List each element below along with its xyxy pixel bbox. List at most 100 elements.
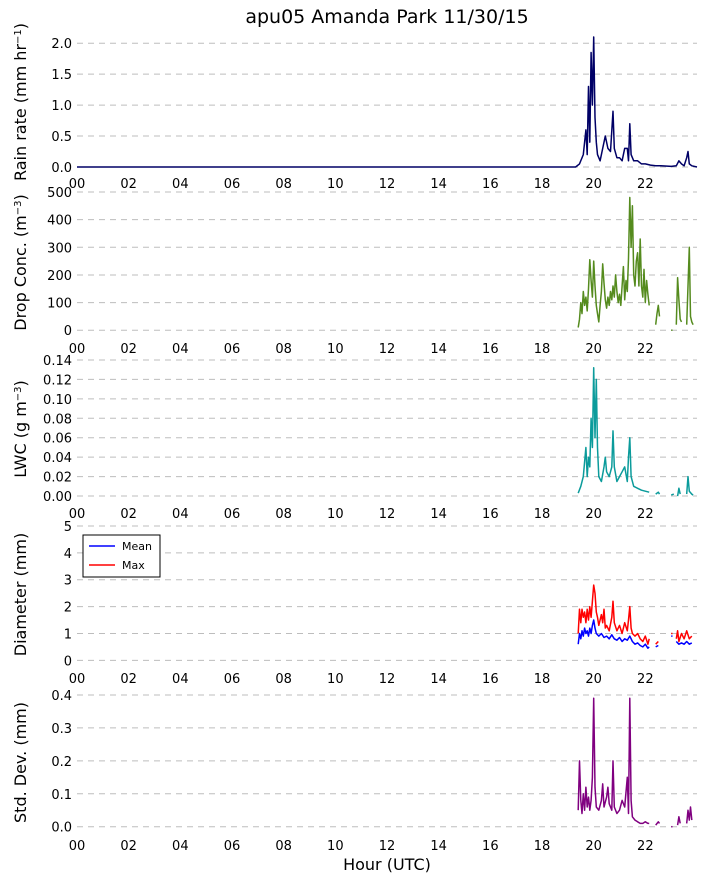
diameter-ytick-label: 4 bbox=[64, 547, 72, 562]
diameter-xtick-label: 06 bbox=[224, 672, 241, 687]
diameter-xtick-label: 18 bbox=[534, 672, 551, 687]
conc-ytick-label: 100 bbox=[47, 297, 72, 312]
lwc-xtick-label: 16 bbox=[482, 507, 499, 522]
lwc-xtick-label: 10 bbox=[327, 507, 344, 522]
std-xtick-label: 14 bbox=[430, 839, 447, 854]
lwc-series-line bbox=[670, 493, 675, 496]
rain-xtick-label: 08 bbox=[275, 177, 292, 192]
conc-ytick-label: 500 bbox=[47, 186, 72, 201]
diameter-series-line-mean bbox=[675, 640, 693, 645]
std-xtick-label: 06 bbox=[224, 839, 241, 854]
lwc-xtick-label: 00 bbox=[69, 507, 86, 522]
std-xtick-label: 16 bbox=[482, 839, 499, 854]
rain-xtick-label: 00 bbox=[69, 177, 86, 192]
lwc-ytick-label: 0.08 bbox=[43, 412, 72, 427]
conc-xtick-label: 00 bbox=[69, 342, 86, 357]
std-xtick-label: 02 bbox=[120, 839, 137, 854]
diameter-xtick-label: 02 bbox=[120, 672, 137, 687]
lwc-series-line bbox=[577, 367, 650, 494]
diameter-ytick-label: 1 bbox=[64, 627, 72, 642]
lwc-xtick-label: 20 bbox=[585, 507, 602, 522]
std-xtick-label: 18 bbox=[534, 839, 551, 854]
lwc-ytick-label: 0.10 bbox=[43, 393, 72, 408]
rain-ytick-label: 1.0 bbox=[51, 99, 72, 114]
lwc-ytick-label: 0.12 bbox=[43, 373, 72, 388]
std-xtick-label: 22 bbox=[637, 839, 654, 854]
rain-xtick-label: 02 bbox=[120, 177, 137, 192]
diameter-xtick-label: 22 bbox=[637, 672, 654, 687]
diameter-series-line-max bbox=[577, 584, 650, 645]
rain-xtick-label: 10 bbox=[327, 177, 344, 192]
conc-xtick-label: 22 bbox=[637, 342, 654, 357]
conc-ytick-label: 200 bbox=[47, 269, 72, 284]
lwc-xtick-label: 06 bbox=[224, 507, 241, 522]
conc-xtick-label: 10 bbox=[327, 342, 344, 357]
conc-series-line bbox=[685, 246, 694, 326]
rain-series-line bbox=[77, 36, 698, 168]
rain-ytick-label: 2.0 bbox=[51, 37, 72, 52]
lwc-ytick-label: 0.00 bbox=[43, 490, 72, 505]
conc-series-line bbox=[675, 276, 683, 325]
lwc-xtick-label: 14 bbox=[430, 507, 447, 522]
diameter-xtick-label: 14 bbox=[430, 672, 447, 687]
std-xtick-label: 12 bbox=[379, 839, 396, 854]
rain-xtick-label: 12 bbox=[379, 177, 396, 192]
std-series-line bbox=[577, 697, 650, 825]
diameter-xtick-label: 20 bbox=[585, 672, 602, 687]
conc-xtick-label: 20 bbox=[585, 342, 602, 357]
lwc-series-line bbox=[676, 487, 681, 497]
diameter-xtick-label: 04 bbox=[172, 672, 189, 687]
diameter-ylabel: Diameter (mm) bbox=[11, 533, 30, 656]
diameter-ytick-label: 0 bbox=[64, 654, 72, 669]
lwc-xtick-label: 18 bbox=[534, 507, 551, 522]
std-xtick-label: 00 bbox=[69, 839, 86, 854]
std-ylabel: Std. Dev. (mm) bbox=[11, 702, 30, 823]
rain-ylabel: Rain rate (mm hr−1) bbox=[11, 23, 30, 181]
rain-xtick-label: 06 bbox=[224, 177, 241, 192]
diameter-series-line-mean bbox=[577, 619, 650, 649]
conc-xtick-label: 06 bbox=[224, 342, 241, 357]
conc-xtick-label: 08 bbox=[275, 342, 292, 357]
conc-xtick-label: 16 bbox=[482, 342, 499, 357]
diameter-xtick-label: 08 bbox=[275, 672, 292, 687]
std-ytick-label: 0.3 bbox=[51, 722, 72, 737]
conc-series-line bbox=[577, 196, 650, 328]
lwc-series-line bbox=[655, 491, 661, 495]
conc-series-line bbox=[654, 304, 661, 325]
rain-xtick-label: 18 bbox=[534, 177, 551, 192]
lwc-xtick-label: 08 bbox=[275, 507, 292, 522]
std-series-line bbox=[676, 816, 681, 826]
std-xtick-label: 20 bbox=[585, 839, 602, 854]
lwc-xtick-label: 02 bbox=[120, 507, 137, 522]
conc-ytick-label: 300 bbox=[47, 241, 72, 256]
diameter-xtick-label: 12 bbox=[379, 672, 396, 687]
rain-ytick-label: 0.5 bbox=[51, 130, 72, 145]
diameter-series-line-max bbox=[655, 640, 659, 645]
conc-xtick-label: 14 bbox=[430, 342, 447, 357]
conc-ytick-label: 0 bbox=[64, 324, 72, 339]
diameter-xtick-label: 16 bbox=[482, 672, 499, 687]
std-series-line bbox=[655, 821, 661, 826]
std-ytick-label: 0.4 bbox=[51, 689, 72, 704]
lwc-ylabel: LWC (g m−3) bbox=[11, 380, 30, 478]
rain-xtick-label: 14 bbox=[430, 177, 447, 192]
legend-box bbox=[82, 534, 161, 578]
rain-ytick-label: 0.0 bbox=[51, 161, 72, 176]
std-ytick-label: 0.0 bbox=[51, 821, 72, 836]
lwc-xtick-label: 12 bbox=[379, 507, 396, 522]
rain-ytick-label: 1.5 bbox=[51, 68, 72, 83]
lwc-ytick-label: 0.04 bbox=[43, 451, 72, 466]
rain-xtick-label: 22 bbox=[637, 177, 654, 192]
lwc-ytick-label: 0.14 bbox=[43, 354, 72, 369]
std-ytick-label: 0.1 bbox=[51, 788, 72, 803]
std-xtick-label: 04 bbox=[172, 839, 189, 854]
lwc-xtick-label: 22 bbox=[637, 507, 654, 522]
diameter-ytick-label: 5 bbox=[64, 520, 72, 535]
diameter-ytick-label: 3 bbox=[64, 574, 72, 589]
diameter-xtick-label: 10 bbox=[327, 672, 344, 687]
rain-xtick-label: 16 bbox=[482, 177, 499, 192]
conc-xtick-label: 04 bbox=[172, 342, 189, 357]
std-ytick-label: 0.2 bbox=[51, 755, 72, 770]
